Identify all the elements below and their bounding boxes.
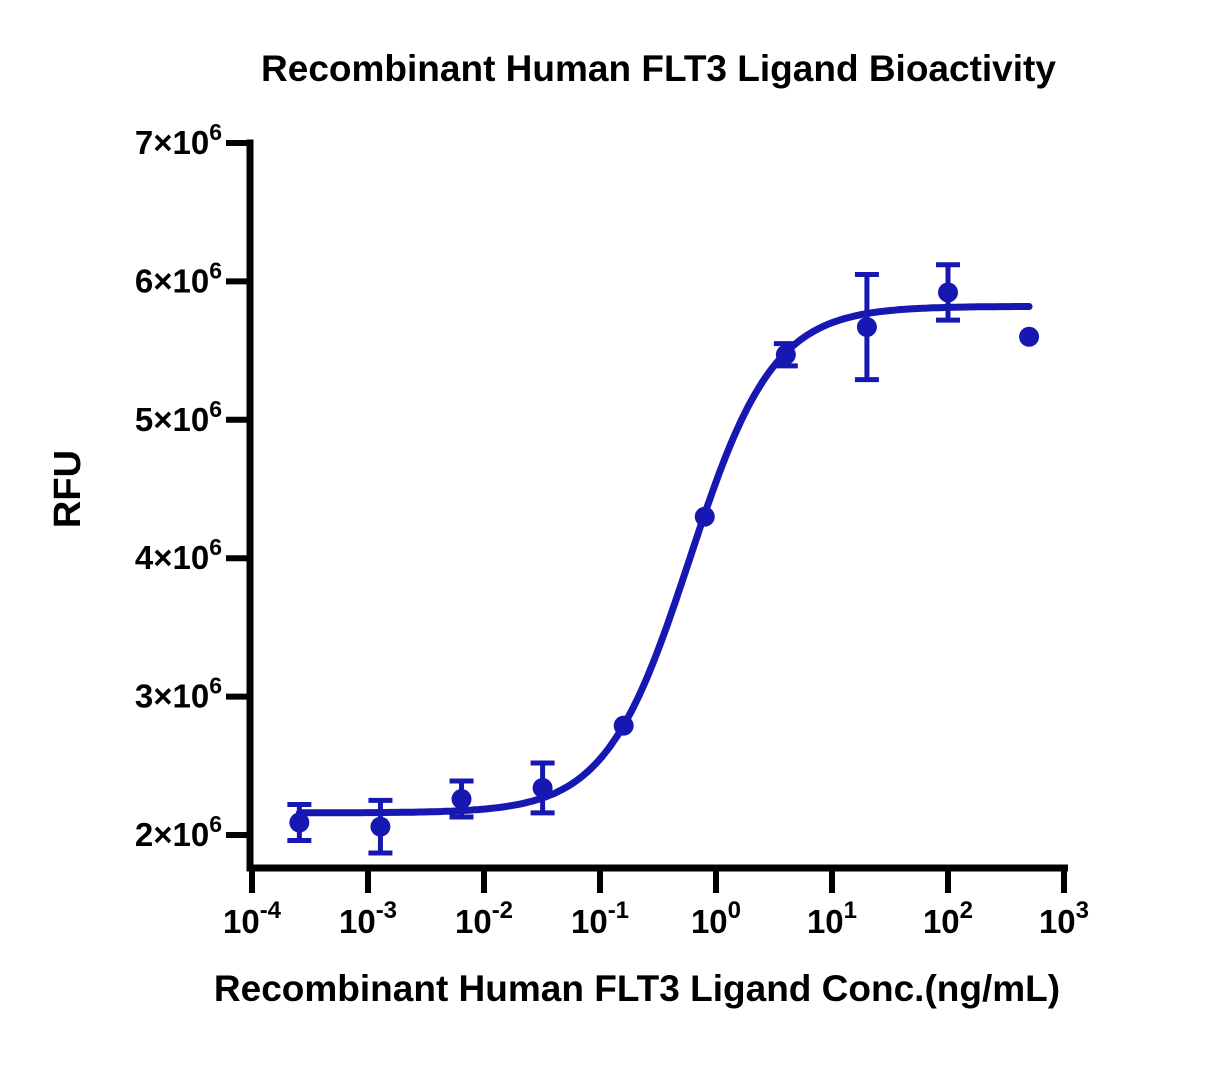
y-tick-label: 7×106 xyxy=(135,119,222,161)
y-tick-label: 3×106 xyxy=(135,673,222,715)
data-point xyxy=(856,317,877,338)
y-tick-label: 5×106 xyxy=(135,396,222,438)
data-point xyxy=(694,506,715,527)
x-tick-label: 102 xyxy=(923,897,973,940)
data-point xyxy=(938,282,958,303)
data-point xyxy=(289,812,310,833)
chart-title: Recombinant Human FLT3 Ligand Bioactivit… xyxy=(261,48,1056,89)
data-point xyxy=(775,344,796,365)
y-tick-label: 2×106 xyxy=(135,811,222,853)
data-point xyxy=(532,777,553,798)
x-tick-label: 10-3 xyxy=(339,897,397,940)
dose-response-curve xyxy=(295,303,1033,817)
x-tick-label: 101 xyxy=(807,897,857,940)
x-tick-label: 10-4 xyxy=(223,897,282,940)
data-point xyxy=(613,715,634,736)
x-tick-label: 10-2 xyxy=(455,897,513,940)
x-tick-label: 103 xyxy=(1039,897,1089,940)
data-point xyxy=(370,816,391,837)
y-tick-label: 4×106 xyxy=(135,534,222,576)
data-point xyxy=(1019,326,1040,347)
data-point xyxy=(451,789,472,810)
x-axis-title: Recombinant Human FLT3 Ligand Conc.(ng/m… xyxy=(213,968,1061,1009)
x-tick-label: 10-1 xyxy=(571,897,629,940)
x-tick-label: 100 xyxy=(691,897,741,940)
y-tick-label: 6×106 xyxy=(135,257,222,299)
